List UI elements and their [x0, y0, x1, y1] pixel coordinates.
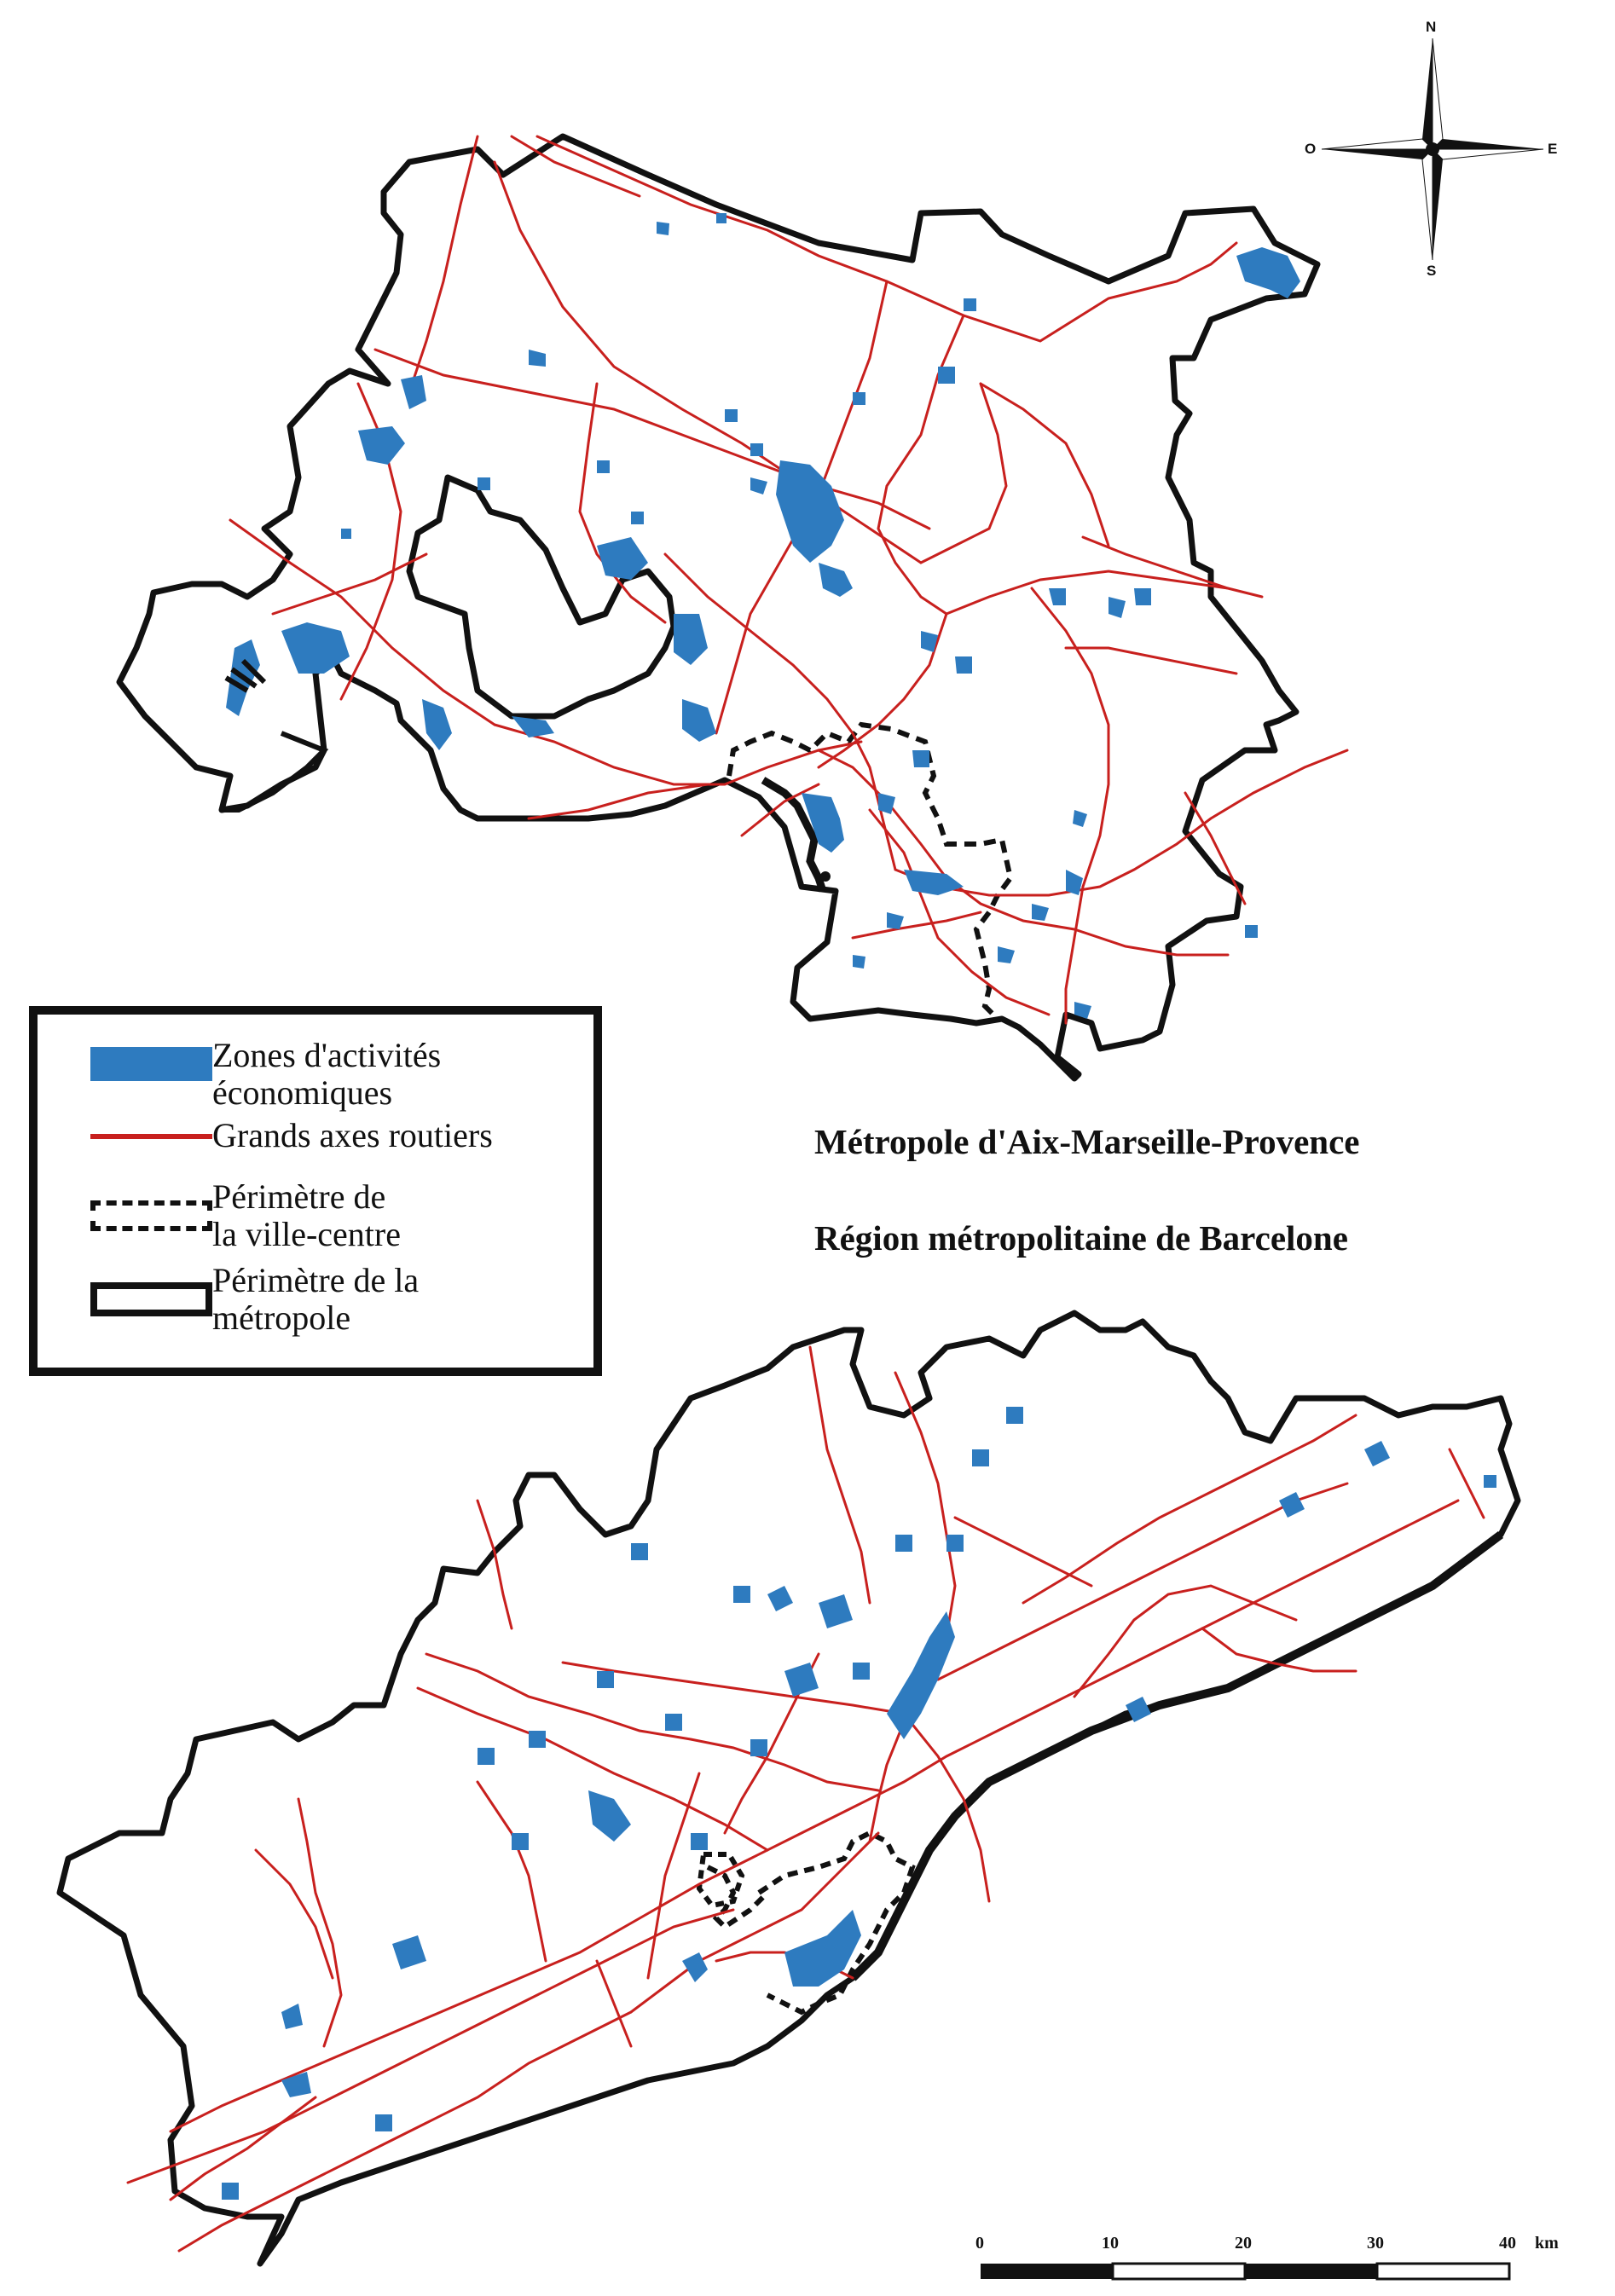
- scale-unit: km: [1535, 2234, 1559, 2253]
- marseille-city-centre-boundary: [726, 721, 1014, 1021]
- aix-marseille-map: [116, 133, 1349, 1082]
- etang-de-berre-outline: [406, 474, 677, 720]
- map-legend: Zones d'activités économiques Grands axe…: [29, 1006, 602, 1376]
- metro-boundary-swatch: [90, 1282, 212, 1316]
- barcelona-map: [56, 1310, 1521, 2267]
- aix-marseille-metro-boundary: [116, 133, 1321, 1082]
- barcelona-title: Région métropolitaine de Barcelone: [814, 1218, 1348, 1258]
- barcelona-roads: [126, 1345, 1485, 2253]
- aix-marseille-zones: [226, 213, 1300, 1019]
- scale-bar: [981, 2262, 1511, 2281]
- compass-south-label: S: [1427, 263, 1437, 279]
- barcelona-metro-boundary: [56, 1310, 1521, 2267]
- legend-label: Périmètre de la métropole: [212, 1261, 420, 1337]
- legend-label: Zones d'activités économiques: [212, 1036, 442, 1112]
- legend-label: Grands axes routiers: [212, 1116, 493, 1154]
- barcelona-coast: [849, 1531, 1503, 1981]
- legend-label: Périmètre de la ville-centre: [212, 1177, 401, 1253]
- compass-west-label: O: [1305, 141, 1317, 157]
- barcelona-zones: [222, 1407, 1496, 2200]
- compass-north-label: N: [1426, 19, 1437, 35]
- zones-swatch: [90, 1047, 212, 1081]
- roads-swatch: [90, 1134, 212, 1139]
- scale-tick-30: 30: [1367, 2234, 1384, 2253]
- aix-marseille-title: Métropole d'Aix-Marseille-Provence: [814, 1122, 1360, 1161]
- scale-tick-40: 40: [1499, 2234, 1516, 2253]
- compass-rose: [1321, 38, 1544, 261]
- scale-tick-20: 20: [1235, 2234, 1252, 2253]
- scale-tick-0: 0: [975, 2234, 984, 2253]
- barcelona-city-centre-boundary: [706, 1830, 916, 2016]
- aix-marseille-roads: [229, 135, 1349, 1025]
- barcelona-city-island: [696, 1852, 745, 1909]
- compass-east-label: E: [1548, 141, 1558, 157]
- marseille-coast: [761, 777, 827, 893]
- fos-port: [222, 658, 329, 813]
- scale-tick-10: 10: [1102, 2234, 1119, 2253]
- city-centre-swatch: [90, 1200, 212, 1231]
- marseille-point: [820, 871, 831, 882]
